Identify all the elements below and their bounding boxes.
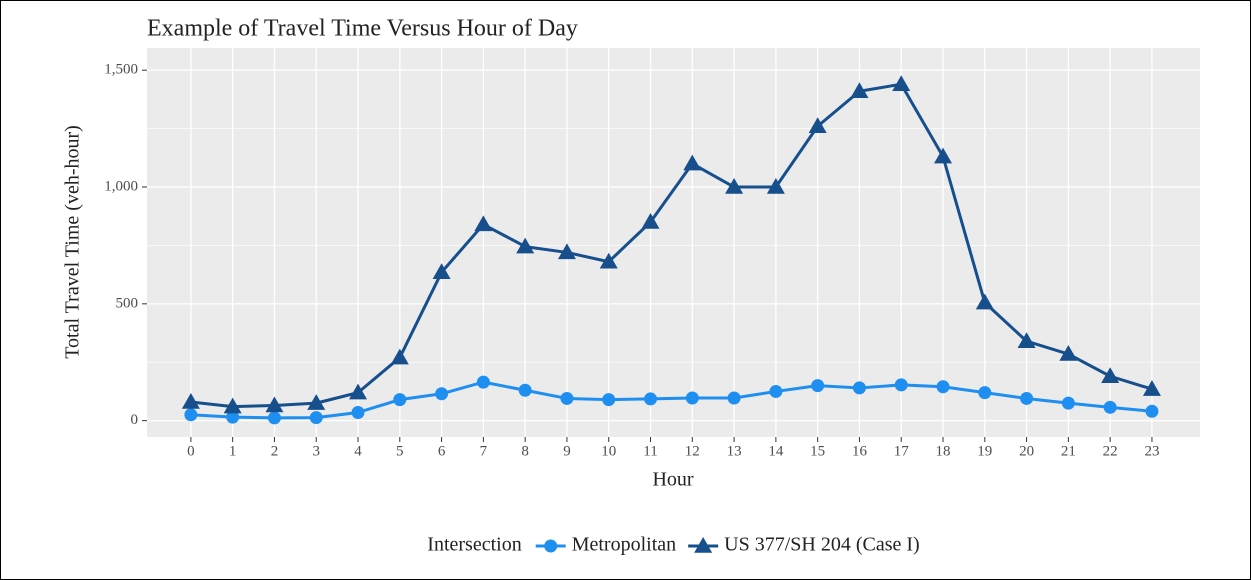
marker: [390, 348, 409, 365]
marker: [769, 384, 783, 398]
chart-title: Example of Travel Time Versus Hour of Da…: [147, 16, 578, 42]
marker: [1101, 367, 1120, 384]
x-tick-label: 1: [229, 443, 237, 459]
marker: [599, 252, 618, 269]
x-tick-label: 11: [643, 443, 657, 459]
marker: [850, 82, 869, 98]
marker: [727, 391, 741, 405]
marker: [892, 75, 911, 91]
marker: [725, 178, 744, 194]
marker: [184, 408, 198, 422]
marker: [975, 293, 994, 310]
x-tick-label: 10: [601, 443, 616, 459]
x-tick-label: 13: [727, 443, 742, 459]
marker: [435, 387, 449, 401]
series-line: [190, 380, 1153, 420]
x-tick-label: 4: [354, 443, 362, 459]
marker: [641, 213, 660, 229]
marker: [683, 154, 702, 171]
marks: [181, 75, 1161, 425]
x-tick-label: 12: [685, 443, 700, 459]
x-tick-label: 7: [480, 443, 488, 459]
y-tick-label: 500: [116, 295, 139, 311]
legend-marker: [694, 537, 713, 553]
x-tick-label: 16: [852, 443, 868, 459]
legend-marker: [544, 539, 558, 553]
marker: [811, 379, 825, 393]
x-axis-title: Hour: [652, 469, 693, 491]
x-tick-label: 17: [894, 443, 910, 459]
marker: [602, 393, 616, 407]
x-tick-label: 6: [438, 443, 446, 459]
x-tick-label: 0: [187, 443, 195, 459]
marker: [223, 397, 242, 414]
x-tick-label: 23: [1144, 443, 1159, 459]
marker: [226, 410, 240, 424]
marker: [181, 392, 200, 409]
marker: [351, 405, 365, 419]
x-tick-label: 15: [810, 443, 825, 459]
marker: [432, 263, 451, 280]
marker: [560, 391, 574, 405]
marker: [265, 396, 284, 413]
y-tick-label: 1,000: [104, 178, 138, 194]
x-tick-label: 2: [271, 443, 279, 459]
y-axis-title: Total Travel Time (veh-hour): [62, 125, 84, 359]
marker: [393, 393, 407, 407]
marker: [1142, 380, 1161, 396]
legend-label: Metropolitan: [572, 534, 676, 556]
x-tick-label: 14: [768, 443, 784, 459]
x-tick-label: 19: [977, 443, 992, 459]
marker: [766, 178, 785, 194]
marker: [1061, 396, 1075, 410]
legend-title: Intersection: [427, 534, 521, 556]
marker: [936, 380, 950, 394]
legend-item: US 377/SH 204 (Case I): [688, 534, 920, 556]
x-tick-label: 22: [1103, 443, 1118, 459]
x-tick-label: 8: [521, 443, 529, 459]
marker: [852, 381, 866, 395]
marker: [349, 383, 368, 400]
marker: [518, 383, 532, 397]
x-tick-label: 21: [1061, 443, 1076, 459]
x-tick-label: 3: [312, 443, 320, 459]
marker: [894, 378, 908, 392]
marker: [557, 243, 576, 260]
marker: [1017, 332, 1036, 348]
marker: [685, 391, 699, 405]
marker: [516, 237, 535, 254]
x-tick-label: 18: [936, 443, 951, 459]
marker: [474, 215, 493, 232]
marker: [978, 386, 992, 400]
x-tick-label: 20: [1019, 443, 1034, 459]
marker: [644, 392, 658, 406]
legend-label: US 377/SH 204 (Case I): [724, 534, 920, 556]
marker: [808, 117, 827, 134]
x-tick-label: 9: [563, 443, 571, 459]
marker: [267, 411, 281, 425]
marker: [934, 147, 953, 164]
marker: [307, 394, 326, 410]
marker: [309, 411, 323, 425]
y-tick-label: 0: [131, 412, 139, 428]
marker: [476, 375, 490, 389]
marker: [1059, 345, 1078, 361]
legend-item: Metropolitan: [535, 534, 676, 556]
x-tick-label: 5: [396, 443, 404, 459]
legend: Intersection Metropolitan US 377/SH 204 (…: [427, 534, 919, 556]
panel: [147, 48, 1200, 437]
y-tick-label: 1,500: [104, 62, 138, 78]
marker: [1020, 391, 1034, 405]
marker: [1103, 400, 1117, 414]
marker: [1145, 404, 1159, 418]
